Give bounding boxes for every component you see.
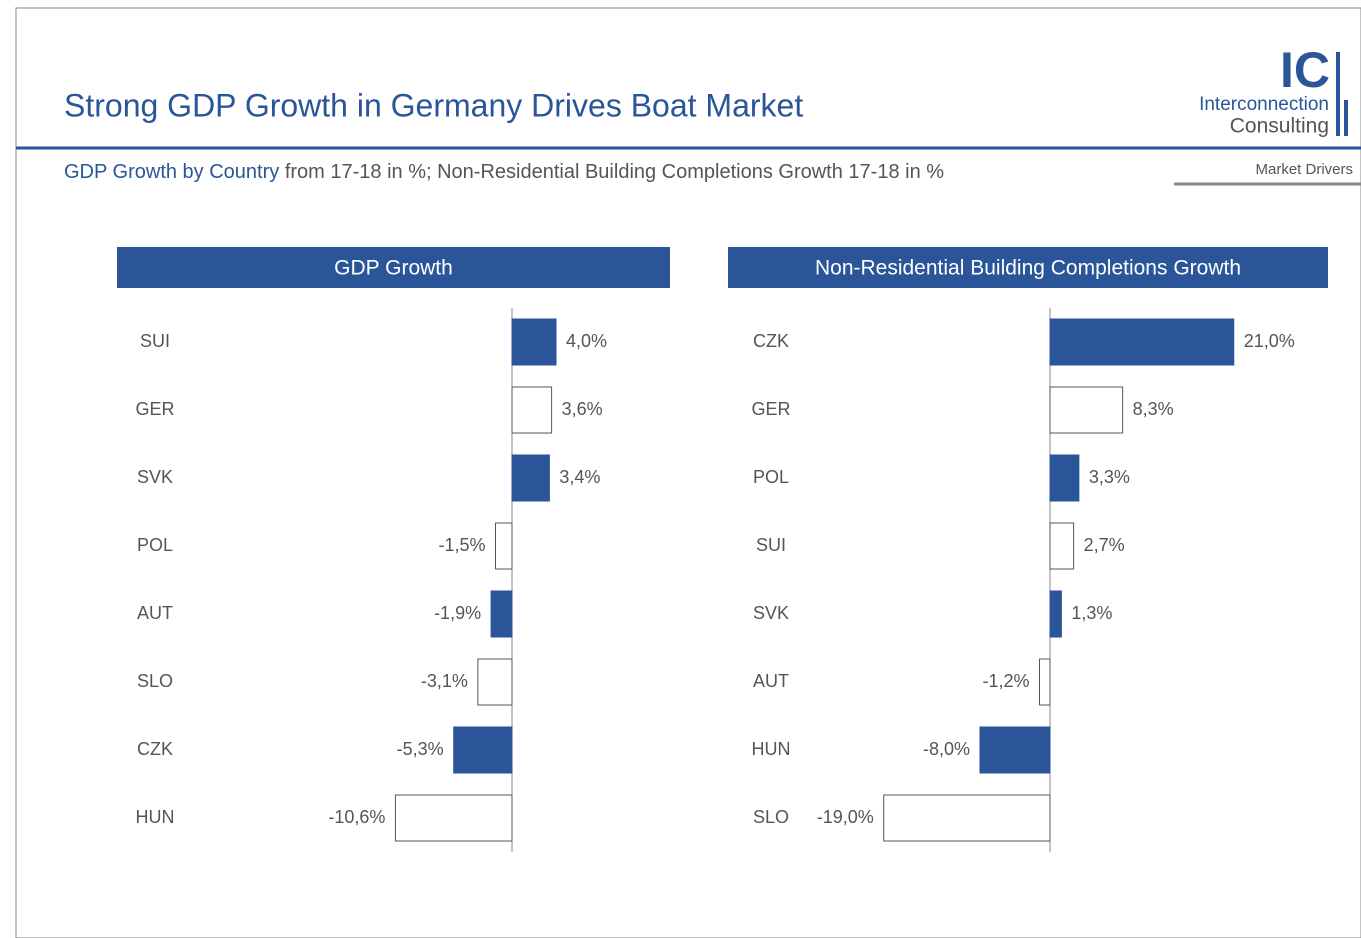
bar [453,726,513,774]
category-label: AUT [753,671,789,691]
section-label: Market Drivers [1255,161,1353,178]
chart-title: GDP Growth [334,257,453,280]
subtitle: GDP Growth by Country from 17-18 in %; N… [64,161,944,183]
value-label: -8,0% [923,739,970,759]
value-label: 3,3% [1089,467,1130,487]
logo-mark: IC [1280,42,1330,98]
subtitle-lead: GDP Growth by Country [64,161,279,183]
value-label: -1,9% [434,603,481,623]
category-label: AUT [137,603,173,623]
bar [1049,318,1235,366]
category-label: SUI [756,535,786,555]
bar [490,590,513,638]
category-label: SVK [753,603,789,623]
category-label: CZK [753,331,789,351]
logo-line2: Consulting [1230,115,1329,138]
category-label: HUN [136,807,175,827]
subtitle-rest: from 17-18 in %; Non-Residential Buildin… [285,161,944,183]
bar [477,658,513,706]
category-label: GER [751,399,790,419]
bar [979,726,1051,774]
chart-title: Non-Residential Building Completions Gro… [815,257,1241,280]
value-label: 4,0% [566,331,607,351]
value-label: -5,3% [397,739,444,759]
bar [883,794,1051,842]
category-label: SLO [753,807,789,827]
category-label: SUI [140,331,170,351]
value-label: 8,3% [1133,399,1174,419]
category-label: HUN [752,739,791,759]
value-label: 21,0% [1244,331,1295,351]
bar [495,522,513,570]
bar [1039,658,1051,706]
value-label: -10,6% [328,807,385,827]
category-label: SVK [137,467,173,487]
value-label: -19,0% [817,807,874,827]
category-label: POL [137,535,173,555]
bar [1049,590,1062,638]
bar [511,454,550,502]
category-label: GER [135,399,174,419]
bar [1049,386,1124,434]
value-label: -3,1% [421,671,468,691]
value-label: -1,2% [982,671,1029,691]
chart-header [117,247,670,288]
bar [511,386,553,434]
logo-bar [1344,100,1348,136]
value-label: 1,3% [1071,603,1112,623]
category-label: SLO [137,671,173,691]
slide-title: Strong GDP Growth in Germany Drives Boat… [64,87,803,123]
slide-frame [15,7,1361,938]
value-label: 3,4% [559,467,600,487]
logo-bar [1336,52,1340,136]
bar [1049,522,1075,570]
chart-header [728,247,1328,288]
bar [394,794,513,842]
value-label: 3,6% [562,399,603,419]
logo-line1: Interconnection [1199,94,1329,115]
bar [511,318,557,366]
value-label: -1,5% [438,535,485,555]
category-label: POL [753,467,789,487]
category-label: CZK [137,739,173,759]
bar [1049,454,1080,502]
value-label: 2,7% [1084,535,1125,555]
